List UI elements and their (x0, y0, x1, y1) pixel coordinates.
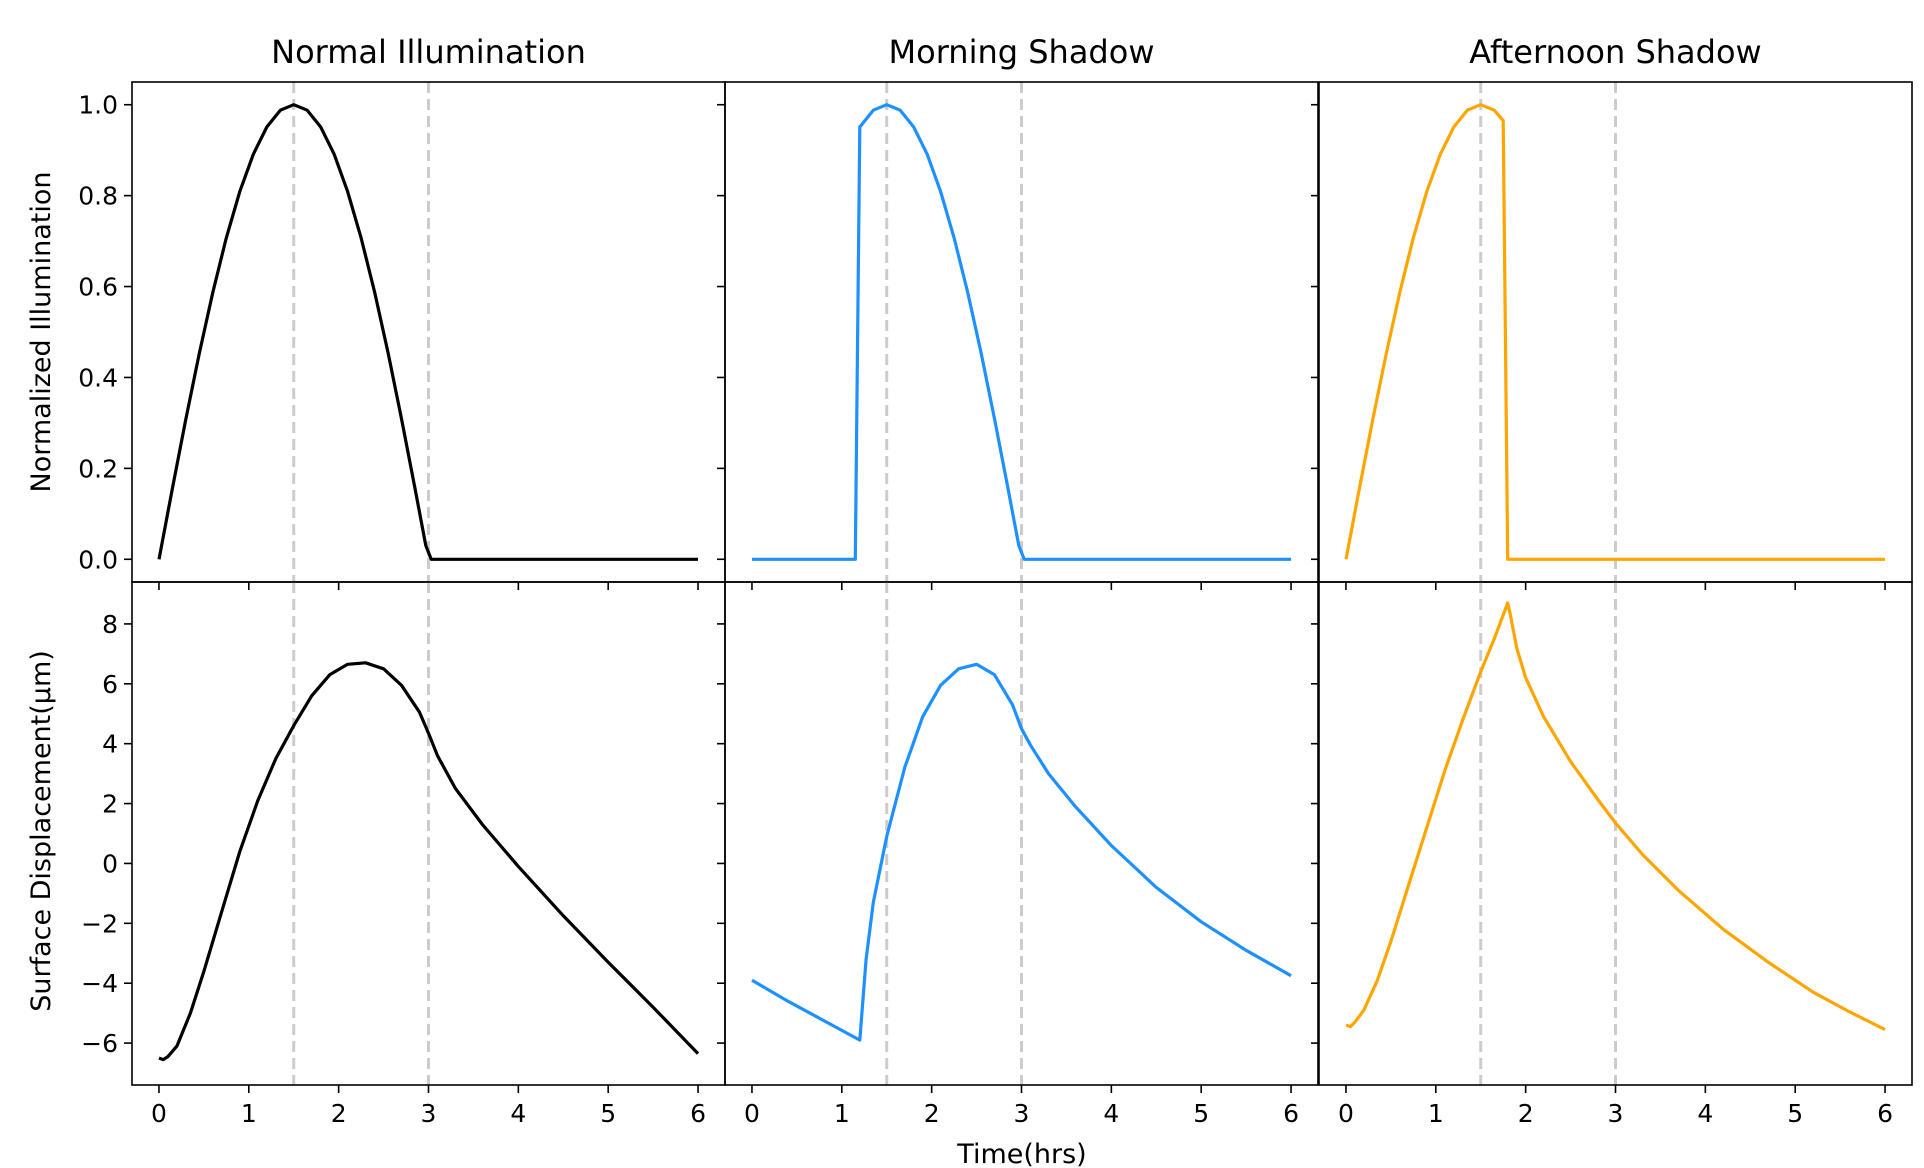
x-tick-label: 1 (834, 1099, 850, 1128)
panel-5: 0 1 2 3 4 5 6 (1311, 581, 1913, 1128)
y-tick-label: −6 (81, 1029, 118, 1058)
panel-3: −6 −4 −2 0 2 4 6 8 0 1 2 3 4 5 6 (81, 581, 726, 1128)
x-tick-label: 6 (690, 1099, 706, 1128)
x-tick-label: 3 (1014, 1099, 1030, 1128)
x-tick-label: 2 (331, 1099, 347, 1128)
panel-2: Afternoon Shadow (1311, 33, 1913, 590)
x-tick-label: 4 (1103, 1099, 1119, 1128)
y-tick-label: 2 (102, 790, 118, 819)
series-line-0 (1344, 103, 1885, 561)
y-tick-label: 0.4 (78, 363, 118, 392)
y-tick-label: 0.2 (78, 454, 118, 483)
panel-title: Afternoon Shadow (1469, 33, 1761, 71)
x-tick-label: 0 (151, 1099, 167, 1128)
y-tick-label: 1.0 (78, 91, 118, 120)
x-tick-label: 5 (1787, 1099, 1803, 1128)
x-axis-label: Time(hrs) (956, 1139, 1086, 1168)
panel-title: Normal Illumination (271, 33, 586, 71)
x-tick-label: 3 (421, 1099, 437, 1128)
x-tick-label: 6 (1877, 1099, 1893, 1128)
y-tick-label: −4 (81, 969, 118, 998)
x-tick-label: 2 (924, 1099, 940, 1128)
x-tick-label: 6 (1283, 1099, 1299, 1128)
panel-1: Morning Shadow (717, 33, 1319, 590)
x-tick-label: 1 (1428, 1099, 1444, 1128)
x-tick-label: 5 (600, 1099, 616, 1128)
series-line-0 (1345, 601, 1886, 1032)
y-axis-label-displacement: Surface Displacement(μm) (26, 650, 57, 1012)
y-tick-label: 0 (102, 849, 118, 878)
x-tick-label: 5 (1193, 1099, 1209, 1128)
x-tick-label: 1 (241, 1099, 257, 1128)
y-tick-label: −2 (81, 909, 118, 938)
series-line-0 (158, 661, 700, 1062)
series-line-0 (751, 662, 1292, 1042)
y-tick-label: 0.8 (78, 182, 118, 211)
panel-0: 0.0 0.2 0.4 0.6 0.8 1.0 Normal Illumination (78, 33, 726, 590)
x-tick-label: 3 (1608, 1099, 1624, 1128)
y-axis-label-illumination: Normalized Illumination (26, 172, 57, 493)
panel-title: Morning Shadow (889, 33, 1155, 71)
y-tick-label: 4 (102, 730, 118, 759)
y-tick-label: 6 (102, 670, 118, 699)
series-line-0 (157, 103, 698, 561)
x-tick-label: 0 (1338, 1099, 1354, 1128)
x-tick-label: 0 (744, 1099, 760, 1128)
y-tick-label: 0.6 (78, 273, 118, 302)
y-tick-label: 8 (102, 610, 118, 639)
panels: 0.0 0.2 0.4 0.6 0.8 1.0 Normal Illumination Mor… (78, 33, 1913, 1128)
series-line-0 (752, 103, 1291, 561)
x-tick-label: 4 (510, 1099, 526, 1128)
panel-4: 0 1 2 3 4 5 6 (717, 581, 1319, 1128)
x-tick-label: 2 (1518, 1099, 1534, 1128)
x-tick-label: 4 (1697, 1099, 1713, 1128)
y-tick-label: 0.0 (78, 545, 118, 574)
